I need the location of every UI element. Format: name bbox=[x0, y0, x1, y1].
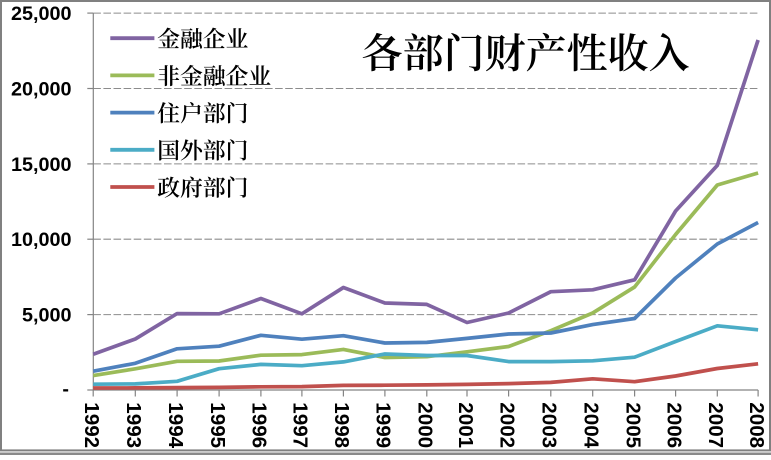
svg-text:2001: 2001 bbox=[454, 402, 477, 448]
svg-text:2007: 2007 bbox=[704, 402, 727, 448]
svg-text:1997: 1997 bbox=[289, 402, 312, 448]
svg-text:1999: 1999 bbox=[372, 402, 395, 448]
svg-text:1998: 1998 bbox=[330, 402, 353, 448]
svg-text:2004: 2004 bbox=[580, 402, 603, 448]
svg-text:20,000: 20,000 bbox=[11, 79, 72, 101]
svg-text:15,000: 15,000 bbox=[11, 154, 72, 176]
svg-text:1994: 1994 bbox=[164, 402, 187, 448]
svg-text:1992: 1992 bbox=[80, 402, 103, 448]
svg-text:1995: 1995 bbox=[206, 402, 229, 448]
svg-text:10,000: 10,000 bbox=[11, 229, 72, 251]
svg-text:2000: 2000 bbox=[414, 402, 437, 448]
svg-text:-: - bbox=[62, 379, 69, 401]
svg-text:2005: 2005 bbox=[621, 402, 644, 448]
svg-text:1996: 1996 bbox=[248, 402, 271, 448]
svg-text:25,000: 25,000 bbox=[11, 3, 72, 25]
svg-text:2008: 2008 bbox=[745, 402, 768, 448]
svg-text:1993: 1993 bbox=[122, 402, 145, 448]
svg-text:5,000: 5,000 bbox=[22, 305, 72, 327]
svg-text:2003: 2003 bbox=[538, 402, 561, 448]
svg-text:2006: 2006 bbox=[662, 402, 685, 448]
svg-text:2002: 2002 bbox=[495, 402, 518, 448]
